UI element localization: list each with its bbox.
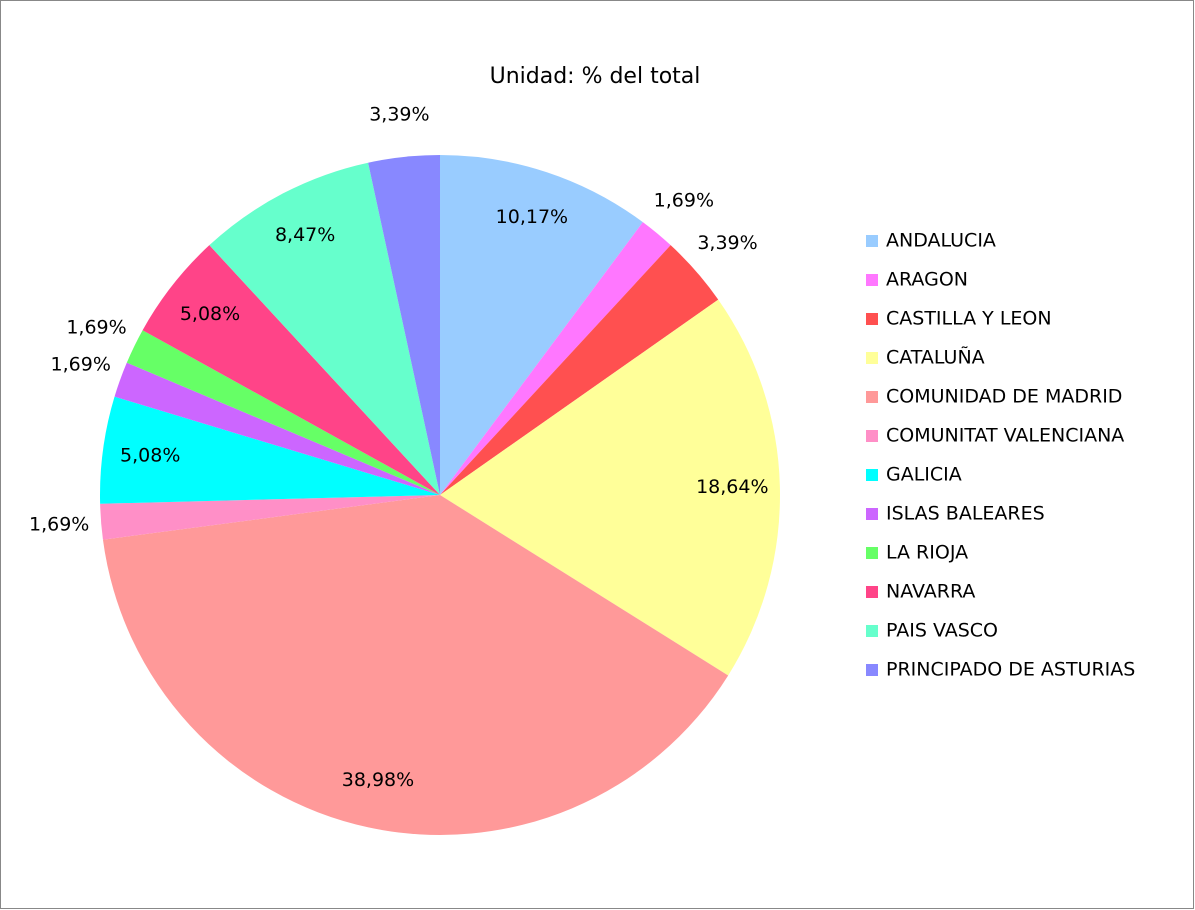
legend-label: NAVARRA (886, 581, 975, 603)
pie-slice (440, 299, 781, 676)
pie-slice (368, 155, 440, 495)
data-label: 10,17% (496, 206, 568, 228)
legend-swatch (866, 430, 878, 442)
legend-label: PAIS VASCO (886, 620, 998, 642)
legend-label: COMUNIDAD DE MADRID (886, 386, 1122, 408)
pie-slice (142, 245, 440, 495)
legend-label: ARAGON (886, 269, 968, 291)
data-label: 3,39% (697, 232, 757, 254)
legend-swatch (866, 625, 878, 637)
legend-swatch (866, 352, 878, 364)
legend-swatch (866, 547, 878, 559)
data-label: 3,39% (369, 104, 429, 126)
legend-swatch (866, 664, 878, 676)
data-label: 1,69% (66, 316, 126, 338)
legend-swatch (866, 391, 878, 403)
data-label: 5,08% (180, 303, 240, 325)
legend-label: GALICIA (886, 464, 962, 486)
data-label: 5,08% (120, 444, 180, 466)
pie-slice (100, 396, 440, 504)
legend-label: PRINCIPADO DE ASTURIAS (886, 659, 1135, 681)
legend-swatch (866, 313, 878, 325)
legend-label: ANDALUCIA (886, 230, 996, 252)
legend-label: ISLAS BALEARES (886, 503, 1045, 525)
legend-label: CATALUÑA (886, 346, 985, 369)
pie-slice (114, 362, 440, 495)
legend-swatch (866, 508, 878, 520)
legend-swatch (866, 469, 878, 481)
legend-swatch (866, 235, 878, 247)
legend-label: CASTILLA Y LEON (886, 308, 1052, 330)
pie-slice (209, 162, 440, 495)
pie-slice (440, 155, 643, 495)
pie-slice (440, 245, 719, 495)
data-label: 1,69% (29, 514, 89, 536)
pie-slice (440, 222, 671, 495)
pie-slice (100, 495, 440, 540)
pie-slice (102, 495, 729, 835)
data-label: 1,69% (51, 354, 111, 376)
legend-swatch (866, 586, 878, 598)
data-label: 18,64% (696, 476, 768, 498)
pie-slice (126, 330, 440, 495)
legend-swatch (866, 274, 878, 286)
data-label: 8,47% (275, 224, 335, 246)
legend-label: COMUNITAT VALENCIANA (886, 425, 1124, 447)
chart-title: Unidad: % del total (490, 64, 701, 89)
data-label: 38,98% (342, 769, 414, 791)
legend-label: LA RIOJA (886, 542, 968, 564)
data-label: 1,69% (654, 189, 714, 211)
